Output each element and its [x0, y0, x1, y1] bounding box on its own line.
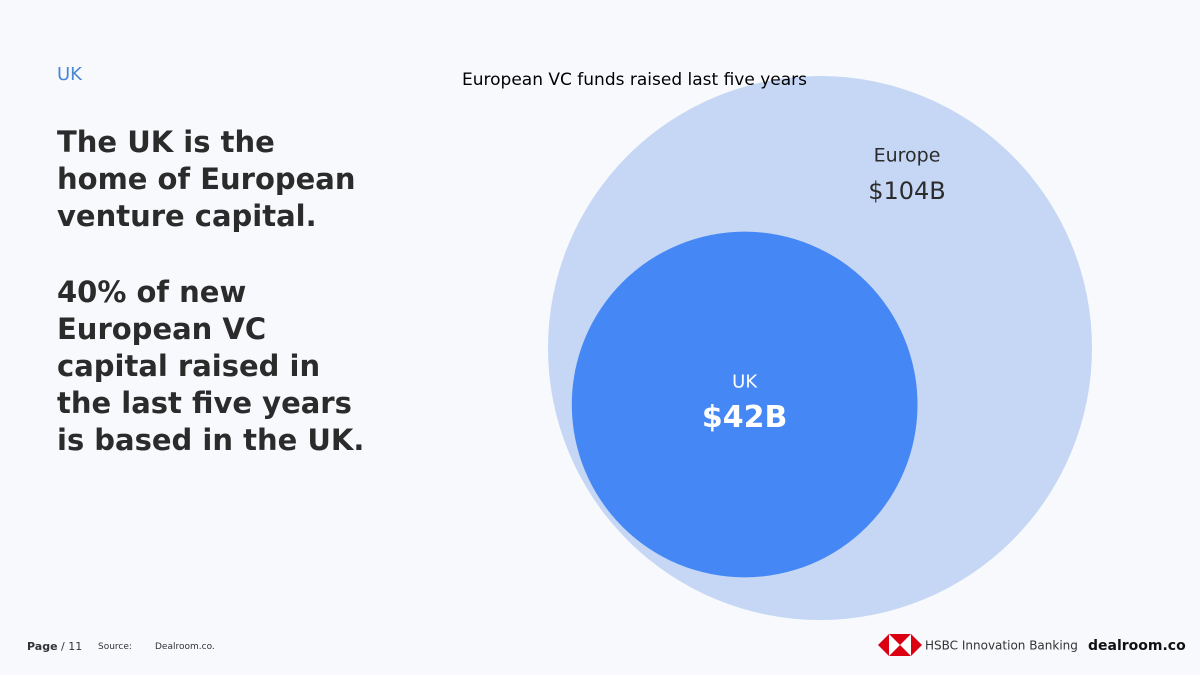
- bubble-name: UK: [732, 372, 758, 393]
- logo-shape: [889, 645, 911, 656]
- logo-shape: [889, 634, 911, 645]
- partner-logo: dealroom.co: [1088, 638, 1186, 654]
- logo-shape: [878, 634, 889, 656]
- brand-name: HSBC Innovation Banking: [925, 639, 1078, 653]
- hsbc-logo: [878, 634, 922, 656]
- page-number: / 11: [61, 640, 83, 653]
- source: Dealroom.co.: [155, 642, 215, 652]
- chart-area: Europe $104B UK $42B: [548, 76, 1092, 620]
- bubble-name: Europe: [874, 145, 941, 167]
- chart-title: European VC funds raised last five years: [462, 70, 807, 90]
- headline: The UK is the home of European venture c…: [57, 125, 356, 233]
- statement: 40% of new European VC capital raised in…: [57, 275, 365, 457]
- source-label: Source:: [98, 642, 132, 652]
- value-label: $42B: [702, 400, 788, 435]
- bubble: [571, 231, 918, 578]
- page-label: Page: [27, 640, 58, 653]
- logo-shape: [911, 634, 922, 656]
- section-label: UK: [57, 64, 82, 85]
- value-label: $104B: [868, 177, 946, 205]
